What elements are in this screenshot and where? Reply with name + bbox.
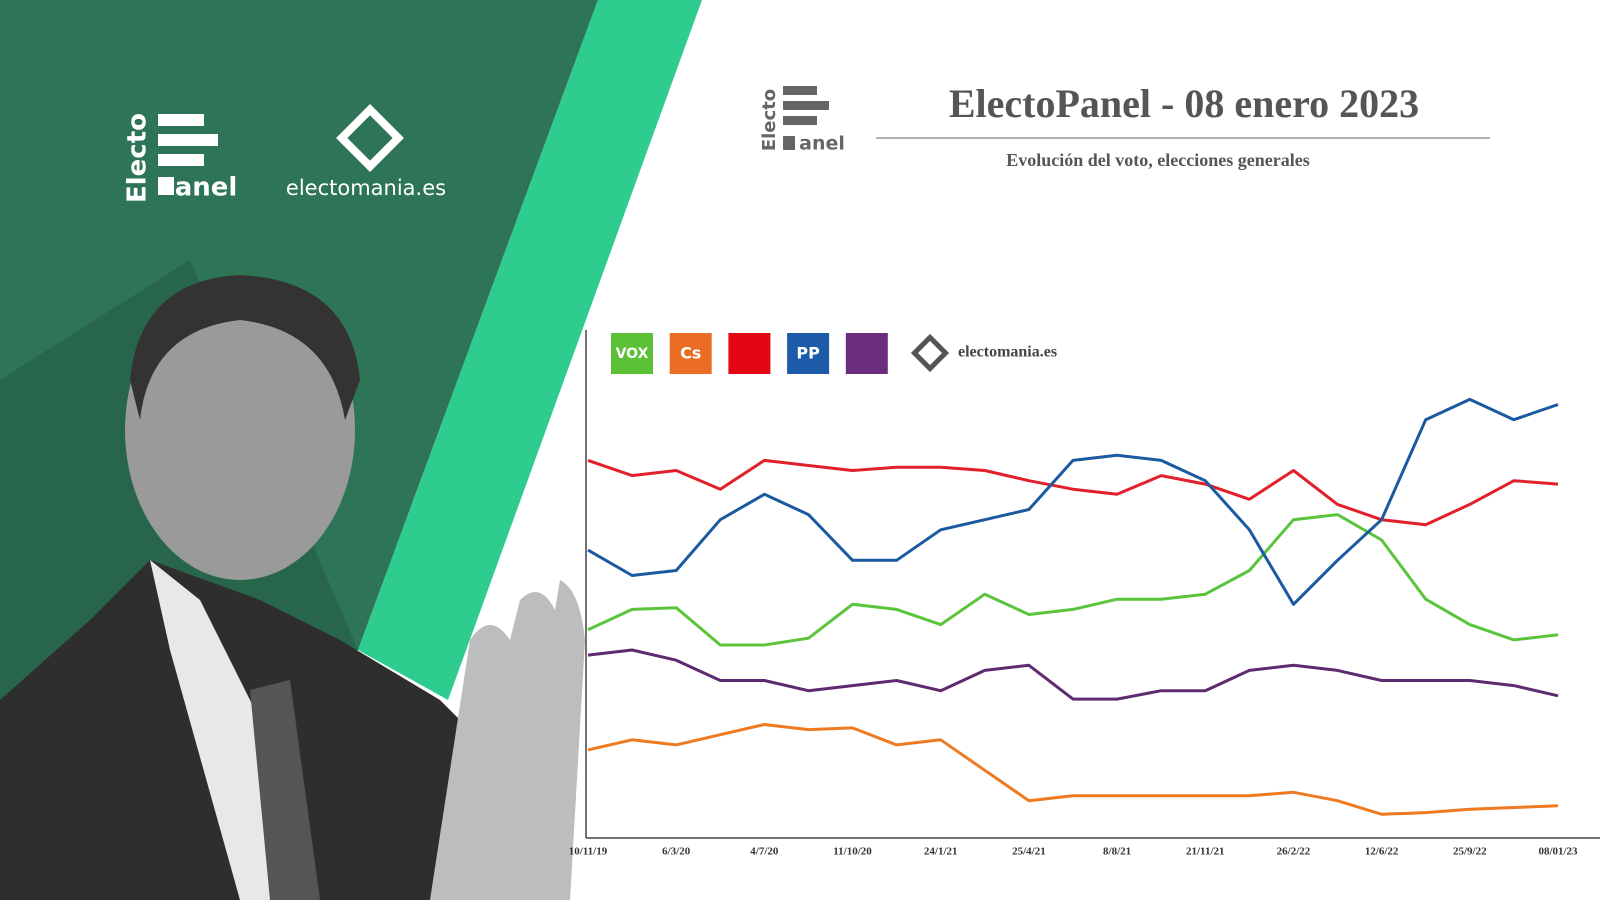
x-tick-label: 24/1/21	[924, 846, 958, 858]
x-tick-label: 08/01/23	[1538, 846, 1578, 858]
legend-label: PP	[796, 344, 820, 363]
series-line	[587, 513, 1559, 647]
legend-swatch	[728, 333, 771, 374]
x-tick-label: 26/2/22	[1277, 846, 1311, 858]
legend-swatch	[845, 333, 888, 374]
chart-subtitle: Evolución del voto, elecciones generales	[1006, 150, 1309, 170]
series-line	[587, 723, 1559, 816]
legend-swatch	[787, 333, 830, 374]
site-name: electomania.es	[286, 176, 446, 200]
background-stripe	[358, 0, 702, 700]
logo-text: anel	[799, 133, 845, 155]
x-tick-label: 21/11/21	[1186, 846, 1225, 858]
x-tick-label: 4/7/20	[750, 846, 779, 858]
x-tick-label: 6/3/20	[662, 846, 691, 858]
legend-site: electomania.es	[958, 344, 1057, 361]
legend-label: VOX	[616, 346, 649, 362]
x-tick-label: 8/8/21	[1103, 846, 1131, 858]
legend-site-icon	[910, 333, 950, 373]
logo-text: anel	[175, 173, 238, 203]
series-line	[587, 648, 1559, 701]
series-line	[587, 397, 1559, 606]
x-tick-label: 11/10/20	[833, 846, 872, 858]
logo-text: Electo	[123, 113, 153, 203]
logo-left: Electo anel electomania.es	[123, 104, 446, 203]
logo-text: Electo	[759, 89, 780, 151]
plot: 10/11/19 6/3/20 4/7/20 11/10/20 24/1/21 25/4/…	[569, 333, 1578, 858]
legend-swatch	[611, 333, 653, 374]
x-tick-label: 12/6/22	[1365, 846, 1399, 858]
x-tick-label: 10/11/19	[569, 846, 608, 858]
chart-title: ElectoPanel - 08 enero 2023	[949, 81, 1419, 126]
x-tick-label: 25/4/21	[1012, 846, 1046, 858]
logo-right: Electo anel	[759, 86, 845, 155]
legend-label: Cs	[680, 344, 701, 363]
x-tick-label: 25/9/22	[1453, 846, 1487, 858]
series-line	[587, 458, 1559, 527]
photo	[0, 275, 585, 900]
legend-swatch	[669, 333, 712, 374]
